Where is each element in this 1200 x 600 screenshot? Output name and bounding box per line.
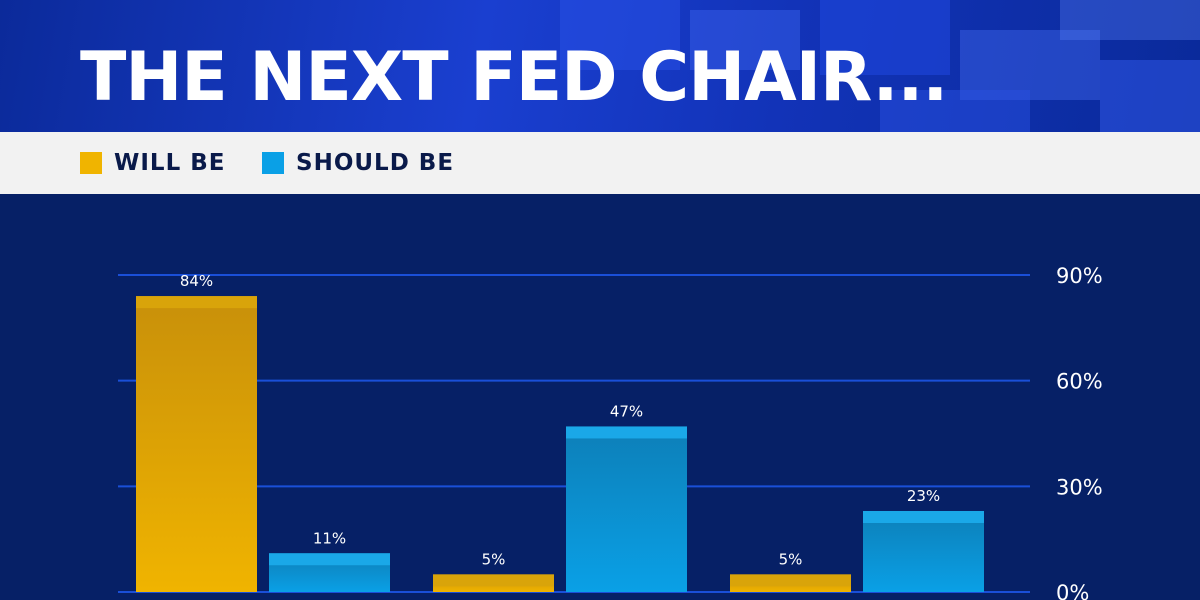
- data-label: 5%: [779, 550, 803, 568]
- legend: WILL BE SHOULD BE: [0, 132, 1200, 194]
- background-cube: [880, 90, 1030, 132]
- legend-item-will-be: WILL BE: [80, 132, 226, 194]
- legend-item-should-be: SHOULD BE: [262, 132, 454, 194]
- bar-chart: 0% 30% 60% 90% 84% 5% 5% 11% 47% 23%: [118, 264, 1103, 600]
- bar-will-be-cap: [433, 574, 554, 587]
- header-banner: THE NEXT FED CHAIR...: [0, 0, 1200, 132]
- legend-label-will-be: WILL BE: [114, 150, 226, 176]
- data-label: 5%: [482, 550, 506, 568]
- y-tick-label: 90%: [1056, 264, 1103, 288]
- y-tick-label: 0%: [1056, 581, 1089, 600]
- bar-should-be-cap: [566, 426, 687, 439]
- data-label: 11%: [313, 529, 346, 547]
- bar-should-be-cap: [863, 510, 984, 523]
- bar-will-be-cap: [730, 574, 851, 587]
- bar-will-be: [136, 296, 257, 592]
- bar-should-be: [863, 510, 984, 592]
- background-cube: [960, 30, 1100, 100]
- background-cube: [560, 0, 680, 70]
- background-cube: [820, 0, 950, 75]
- background-cube: [690, 10, 800, 70]
- bar-should-be: [566, 426, 687, 592]
- plot-area: 0% 30% 60% 90% 84% 5% 5% 11% 47% 23%: [0, 194, 1200, 600]
- legend-swatch-will-be: [80, 152, 102, 174]
- data-label: 47%: [610, 402, 643, 420]
- legend-label-should-be: SHOULD BE: [296, 150, 455, 176]
- background-cube: [1100, 60, 1200, 132]
- y-tick-label: 30%: [1056, 475, 1103, 499]
- background-cube: [1060, 0, 1200, 40]
- y-tick-label: 60%: [1056, 370, 1103, 394]
- data-label: 23%: [907, 487, 940, 505]
- data-label: 84%: [180, 272, 213, 290]
- legend-swatch-should-be: [262, 152, 284, 174]
- bar-should-be-cap: [269, 553, 390, 566]
- bar-will-be-cap: [136, 296, 257, 309]
- page-title: THE NEXT FED CHAIR...: [80, 38, 948, 117]
